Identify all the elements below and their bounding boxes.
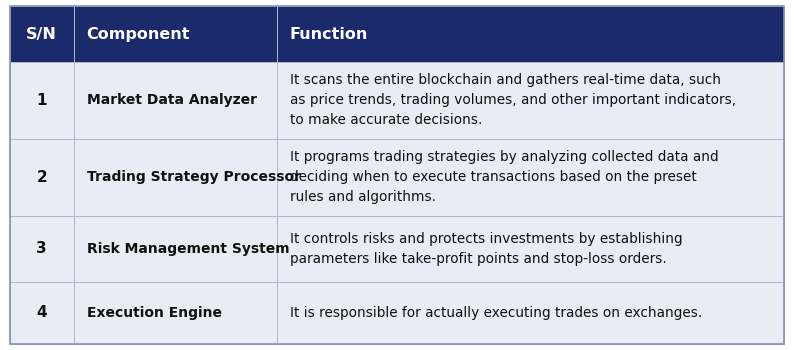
Text: Execution Engine: Execution Engine [87,306,222,320]
FancyBboxPatch shape [277,6,784,62]
Text: 1: 1 [37,93,47,108]
FancyBboxPatch shape [74,139,277,216]
Text: Risk Management System: Risk Management System [87,242,289,256]
FancyBboxPatch shape [277,216,784,282]
Text: It programs trading strategies by analyzing collected data and
deciding when to : It programs trading strategies by analyz… [290,150,719,204]
Text: Component: Component [87,27,190,42]
Text: Function: Function [290,27,368,42]
Text: 2: 2 [37,170,47,185]
Text: It is responsible for actually executing trades on exchanges.: It is responsible for actually executing… [290,306,702,320]
FancyBboxPatch shape [74,216,277,282]
FancyBboxPatch shape [277,282,784,344]
FancyBboxPatch shape [74,6,277,62]
FancyBboxPatch shape [74,62,277,139]
Text: Market Data Analyzer: Market Data Analyzer [87,93,256,107]
FancyBboxPatch shape [10,282,74,344]
FancyBboxPatch shape [10,139,74,216]
FancyBboxPatch shape [10,216,74,282]
FancyBboxPatch shape [277,139,784,216]
FancyBboxPatch shape [10,62,74,139]
Text: Trading Strategy Processor: Trading Strategy Processor [87,170,301,184]
FancyBboxPatch shape [10,6,74,62]
Text: S/N: S/N [26,27,57,42]
Text: 4: 4 [37,305,47,320]
Text: It controls risks and protects investments by establishing
parameters like take-: It controls risks and protects investmen… [290,232,682,266]
Text: It scans the entire blockchain and gathers real-time data, such
as price trends,: It scans the entire blockchain and gathe… [290,74,736,127]
Text: 3: 3 [37,241,47,256]
FancyBboxPatch shape [277,62,784,139]
FancyBboxPatch shape [74,282,277,344]
